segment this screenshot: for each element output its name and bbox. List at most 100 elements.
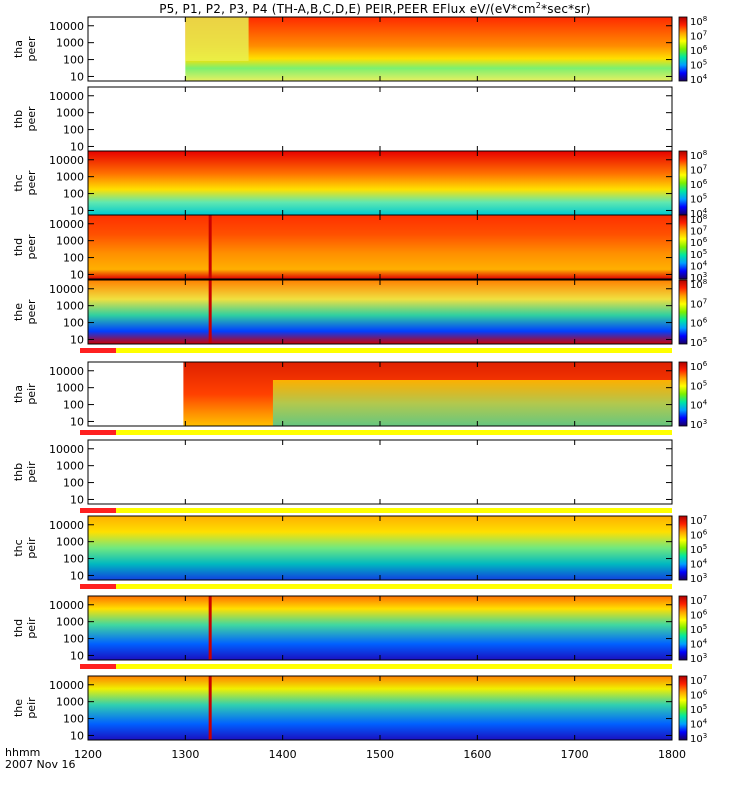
colorbar-label: 107 [690,164,707,177]
y-tick-label: 10 [70,569,84,582]
colorbar-label: 106 [690,317,708,330]
colorbar-label: 106 [690,609,708,622]
time-axis-label: hhmm [5,746,41,759]
y-tick-label: 1000 [56,235,84,248]
colorbar-label: 108 [690,15,707,28]
y-axis-label-probe: thc [12,174,25,191]
colorbar-label: 107 [690,225,707,238]
y-tick-label: 10 [70,493,84,506]
y-axis-label-species: peer [25,234,38,260]
spectrogram-thd-peer [88,215,672,279]
y-tick-label: 100 [63,477,84,490]
colorbar-label: 105 [690,336,707,349]
spectrogram-thc-peer [88,151,672,215]
colorbar [678,279,688,345]
colorbar-label: 108 [690,278,707,291]
spectrogram-thd-peir [88,596,672,660]
colorbar-label: 104 [690,207,708,220]
spectrogram-thc-peir [88,516,672,580]
mode-bar [88,348,672,353]
y-tick-label: 10000 [49,365,84,378]
colorbar-label: 107 [690,594,707,607]
colorbar [678,16,688,82]
y-axis-label-species: peir [25,537,38,559]
colorbar-label: 105 [690,623,707,636]
y-tick-label: 10000 [49,283,84,296]
y-tick-label: 100 [63,713,84,726]
y-tick-label: 100 [63,124,84,137]
colorbar-label: 107 [690,297,707,310]
colorbar [678,214,688,280]
x-tick-label: 1300 [171,748,199,761]
y-tick-label: 10000 [49,443,84,456]
y-tick-label: 100 [63,252,84,265]
colorbar [678,515,688,581]
y-axis-label-probe: the [12,699,25,717]
low-flux-region [185,17,249,61]
colorbar-label: 107 [690,674,707,687]
panel-thb-peer: 10 100 1000 10000 thb peer [12,86,673,153]
colorbar-label: 103 [690,732,707,745]
y-axis-label-species: peer [25,106,38,132]
y-axis-label-species: peer [25,36,38,62]
y-tick-label: 100 [63,317,84,330]
colorbar-label: 104 [690,259,708,272]
date-label: 2007 Nov 16 [5,758,76,771]
y-axis-label-species: peir [25,461,38,483]
spike-mark [208,596,212,660]
colorbar-label: 108 [690,213,707,226]
y-tick-label: 100 [63,553,84,566]
y-axis-label-probe: tha [12,40,25,58]
x-tick-label: 1700 [561,748,589,761]
mode-bar-segment [80,584,116,589]
spike-mark [208,280,212,344]
colorbar-label: 108 [690,149,707,162]
y-tick-label: 10000 [49,519,84,532]
colorbar-label: 106 [690,236,708,249]
y-tick-label: 10 [70,415,84,428]
y-axis-label-species: peer [25,170,38,196]
y-axis-label-probe: tha [12,385,25,403]
colorbar-label: 105 [690,59,707,72]
plot-frame [87,86,673,152]
y-tick-label: 10000 [49,679,84,692]
y-tick-label: 1000 [56,616,84,629]
colorbar-label: 104 [690,558,708,571]
x-tick-label: 1200 [74,748,102,761]
colorbar-label: 103 [690,418,707,431]
mode-bar [88,584,672,589]
y-tick-label: 1000 [56,107,84,120]
y-tick-label: 10 [70,140,84,153]
y-tick-label: 10 [70,729,84,742]
colorbar-label: 106 [690,689,708,702]
colorbar-label: 104 [690,718,708,731]
y-axis-label-probe: thd [12,619,25,637]
y-axis-label-probe: thb [12,110,25,128]
y-tick-label: 100 [63,399,84,412]
y-axis-label-probe: thc [12,539,25,556]
mode-bar [88,508,672,513]
y-tick-label: 10000 [49,20,84,33]
panel-tha-peir: 10 100 1000 10000 tha peir 106 105 104 103 [12,360,708,435]
spectrogram-the-peer [88,280,672,344]
y-tick-label: 10 [70,204,84,217]
y-tick-label: 1000 [56,460,84,473]
y-axis-label-probe: thd [12,238,25,256]
colorbar-label: 104 [690,638,708,651]
mode-bar-segment [80,664,116,669]
colorbar-label: 107 [690,30,707,43]
x-tick-label: 1400 [269,748,297,761]
panel-thb-peir: 10 100 1000 10000 thb peir [12,439,673,513]
y-tick-label: 10 [70,268,84,281]
colorbar [678,595,688,661]
colorbar-label: 103 [690,271,707,284]
y-tick-label: 10 [70,649,84,662]
spectrogram-tha-peer [185,17,673,81]
y-axis-label-probe: the [12,303,25,321]
y-axis-label-probe: thb [12,463,25,481]
